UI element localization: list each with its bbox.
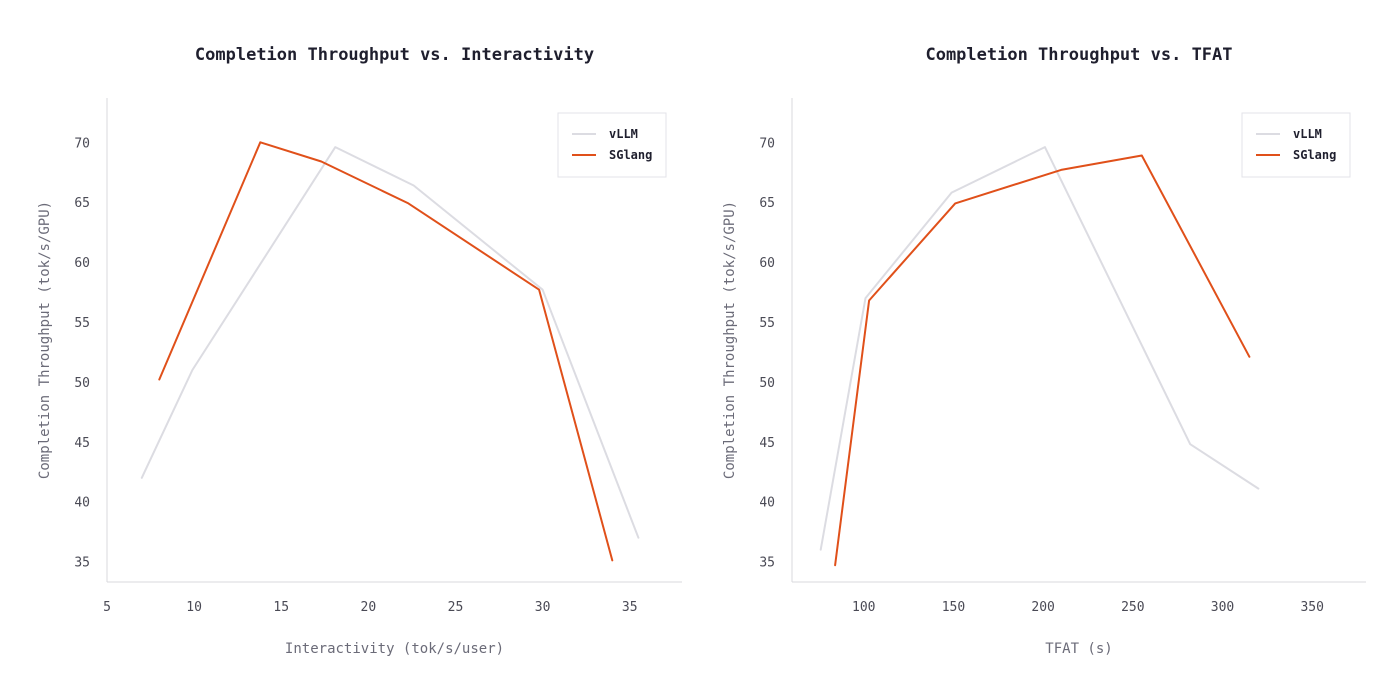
x-tick-label: 350: [1300, 600, 1323, 615]
y-tick-label: 35: [759, 556, 775, 571]
y-tick-label: 70: [759, 136, 775, 151]
y-tick-label: 45: [74, 436, 90, 451]
y-tick-label: 55: [759, 316, 775, 331]
x-tick-label: 5: [103, 600, 111, 615]
y-tick-label: 45: [759, 436, 775, 451]
legend-box: [1241, 112, 1351, 178]
chart-tfat: Completion Throughput vs. TFAT 100 150 200 2…: [722, 45, 1366, 657]
y-axis-label: Completion Throughput (tok/s/GPU): [722, 201, 738, 479]
x-tick-label: 200: [1031, 600, 1054, 615]
series-line-sglang: [834, 154, 1251, 567]
x-tick-label: 15: [273, 600, 289, 615]
y-tick-label: 60: [759, 256, 775, 271]
y-axis-label: Completion Throughput (tok/s/GPU): [37, 201, 53, 479]
chart-interactivity: Completion Throughput vs. Interactivity 5…: [37, 45, 682, 657]
x-tick-label: 20: [361, 600, 377, 615]
series-line-vllm: [819, 146, 1260, 551]
series-line-vllm: [140, 146, 640, 539]
x-tick-label: 250: [1121, 600, 1144, 615]
x-tick-label: 150: [942, 600, 965, 615]
x-tick-label: 300: [1211, 600, 1234, 615]
y-tick-label: 55: [74, 316, 90, 331]
y-tick-label: 70: [74, 136, 90, 151]
y-tick-label: 50: [759, 376, 775, 391]
x-tick-label: 35: [622, 600, 638, 615]
x-tick-label: 100: [852, 600, 875, 615]
y-tick-label: 50: [74, 376, 90, 391]
series-line-sglang: [158, 141, 614, 562]
x-tick-label: 25: [448, 600, 464, 615]
y-tick-label: 40: [74, 496, 90, 511]
legend-label-sglang: SGlang: [1293, 148, 1336, 162]
legend-label-sglang: SGlang: [609, 148, 652, 162]
legend-label-vllm: vLLM: [609, 127, 638, 141]
chart-title: Completion Throughput vs. Interactivity: [195, 45, 594, 65]
y-tick-label: 65: [759, 196, 775, 211]
chart-title: Completion Throughput vs. TFAT: [925, 45, 1232, 65]
y-tick-label: 65: [74, 196, 90, 211]
x-tick-label: 30: [535, 600, 551, 615]
chart-panel-tfat: Completion Throughput vs. TFAT 100 150 200 2…: [700, 0, 1400, 700]
y-tick-label: 60: [74, 256, 90, 271]
legend-label-vllm: vLLM: [1293, 127, 1322, 141]
y-tick-label: 40: [759, 496, 775, 511]
x-axis-label: Interactivity (tok/s/user): [285, 641, 504, 657]
x-axis-label: TFAT (s): [1045, 641, 1112, 657]
y-tick-label: 35: [74, 556, 90, 571]
chart-panel-interactivity: Completion Throughput vs. Interactivity 5…: [37, 45, 682, 657]
x-tick-label: 10: [186, 600, 202, 615]
legend-box: [557, 112, 667, 178]
